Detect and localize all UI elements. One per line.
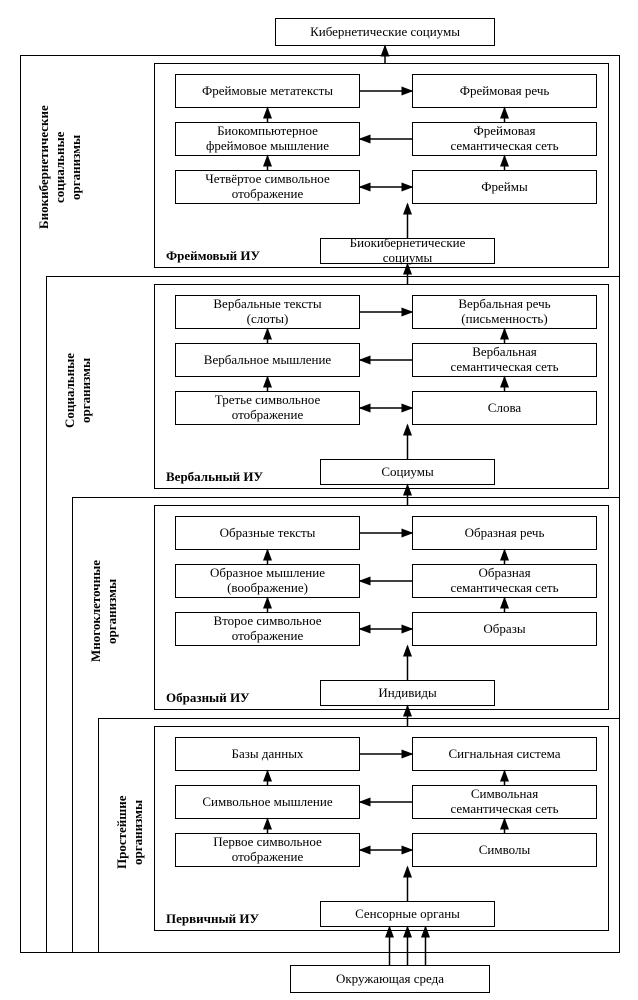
- grid-L3-r0-c0: Вербальные тексты(слоты): [175, 295, 360, 329]
- grid-L3-r1-c0: Вербальное мышление: [175, 343, 360, 377]
- grid-L4-r2-c1: Фреймы: [412, 170, 597, 204]
- grid-L4-r1-c0: Биокомпьютерноефреймовое мышление: [175, 122, 360, 156]
- inner-label-L4: Фреймовый ИУ: [166, 248, 260, 264]
- footer-box: Окружающая среда: [290, 965, 490, 993]
- inner-label-L3: Вербальный ИУ: [166, 469, 263, 485]
- grid-L2-r2-c1: Образы: [412, 612, 597, 646]
- side-label-L4: Биокибернетическиесоциальныеорганизмы: [36, 82, 84, 252]
- grid-L2-r0-c1: Образная речь: [412, 516, 597, 550]
- bottom-box-L1: Сенсорные органы: [320, 901, 495, 927]
- grid-L1-r1-c0: Символьное мышление: [175, 785, 360, 819]
- grid-L4-r0-c1: Фреймовая речь: [412, 74, 597, 108]
- grid-L2-r0-c0: Образные тексты: [175, 516, 360, 550]
- grid-L1-r0-c0: Базы данных: [175, 737, 360, 771]
- grid-L1-r0-c1: Сигнальная система: [412, 737, 597, 771]
- grid-L2-r1-c1: Образнаясемантическая сеть: [412, 564, 597, 598]
- inner-label-L2: Образный ИУ: [166, 690, 250, 706]
- grid-L4-r1-c1: Фреймоваясемантическая сеть: [412, 122, 597, 156]
- inner-label-L1: Первичный ИУ: [166, 911, 259, 927]
- grid-L4-r0-c0: Фреймовые метатексты: [175, 74, 360, 108]
- side-label-L3: Социальныеорганизмы: [62, 305, 94, 475]
- diagram-canvas: Кибернетические социумы Окружающая среда Б…: [0, 0, 638, 1000]
- grid-L3-r2-c0: Третье символьноеотображение: [175, 391, 360, 425]
- grid-L1-r2-c1: Символы: [412, 833, 597, 867]
- grid-L1-r1-c1: Символьнаясемантическая сеть: [412, 785, 597, 819]
- side-label-L2: Многоклеточныеорганизмы: [88, 526, 120, 696]
- grid-L2-r2-c0: Второе символьноеотображение: [175, 612, 360, 646]
- grid-L3-r0-c1: Вербальная речь(письменность): [412, 295, 597, 329]
- bottom-box-L4: Биокибернетическиесоциумы: [320, 238, 495, 264]
- side-label-L1: Простейшиеорганизмы: [114, 747, 146, 917]
- top-box: Кибернетические социумы: [275, 18, 495, 46]
- grid-L3-r2-c1: Слова: [412, 391, 597, 425]
- bottom-box-L2: Индивиды: [320, 680, 495, 706]
- bottom-box-L3: Социумы: [320, 459, 495, 485]
- grid-L3-r1-c1: Вербальнаясемантическая сеть: [412, 343, 597, 377]
- grid-L4-r2-c0: Четвёртое символьноеотображение: [175, 170, 360, 204]
- grid-L2-r1-c0: Образное мышление(воображение): [175, 564, 360, 598]
- grid-L1-r2-c0: Первое символьноеотображение: [175, 833, 360, 867]
